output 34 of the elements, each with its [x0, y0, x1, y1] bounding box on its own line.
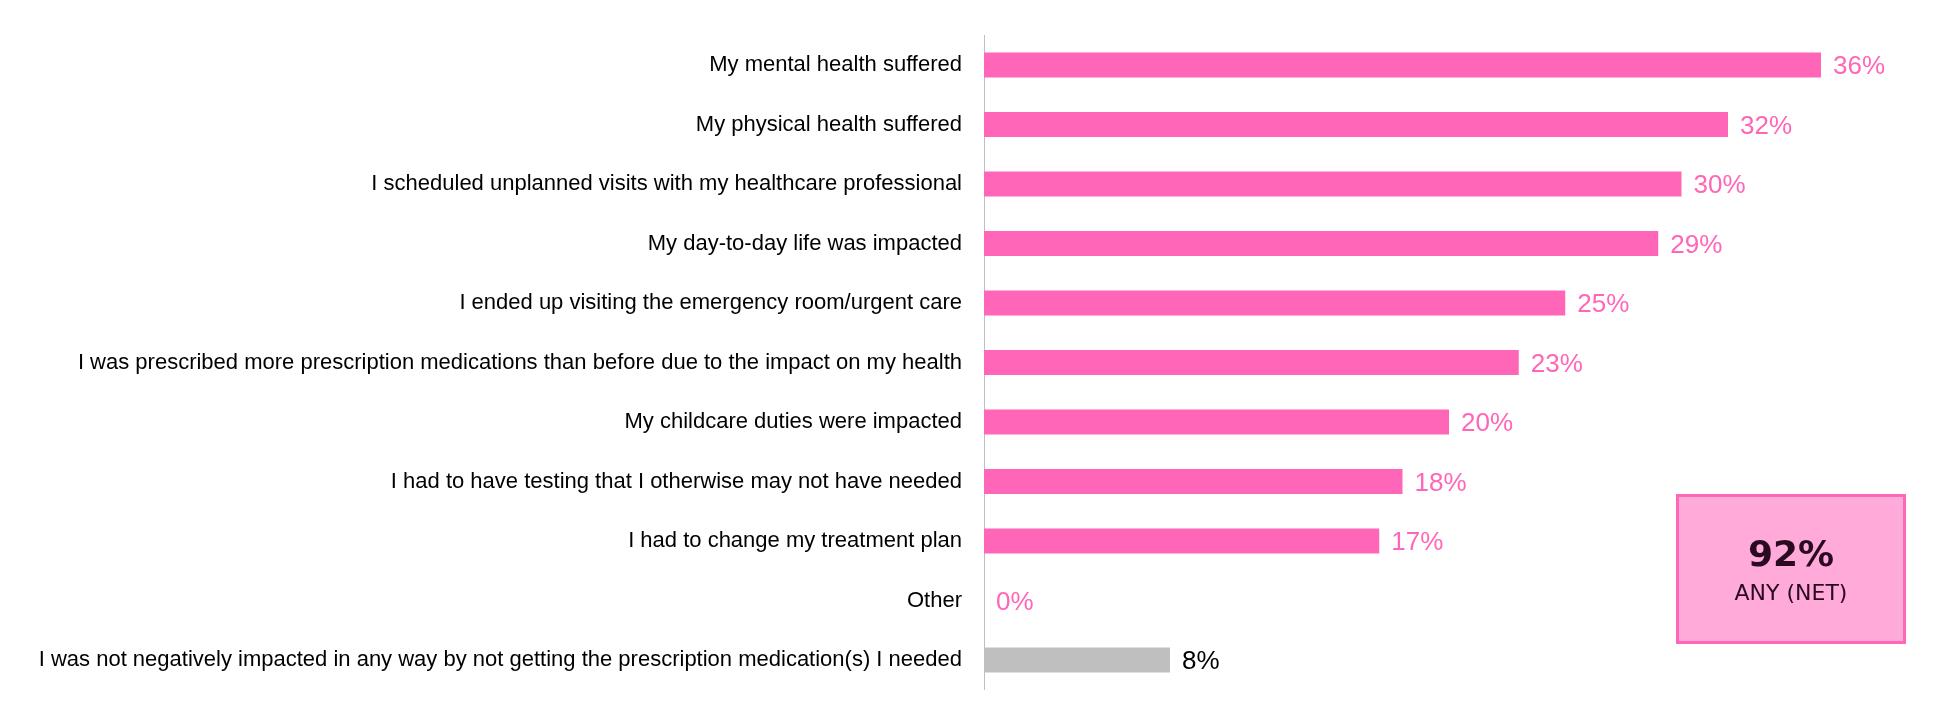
y-tick-label: I ended up visiting the emergency room/urgent care — [459, 289, 962, 315]
data-label: 0% — [996, 585, 1034, 616]
data-label: 23% — [1530, 347, 1583, 378]
data-label: 32% — [1740, 109, 1793, 140]
bar — [984, 171, 1682, 197]
y-tick-label: I had to have testing that I otherwise may not have needed — [390, 467, 962, 493]
y-tick-label: I had to change my treatment plan — [628, 527, 962, 553]
bar — [984, 52, 1821, 78]
y-tick-label: Other — [906, 586, 962, 612]
annotation: 92% — [1747, 533, 1835, 574]
data-label: 36% — [1833, 50, 1886, 81]
bar — [984, 469, 1403, 495]
y-tick-label: I scheduled unplanned visits with my healthcare professional — [371, 170, 962, 196]
y-tick-label: I was not negatively impacted in any way by not getting the prescription medication(s) I needed — [38, 646, 962, 672]
bar — [984, 409, 1449, 435]
data-label: 30% — [1693, 169, 1746, 200]
data-label: 8% — [1182, 645, 1220, 676]
data-label: 18% — [1414, 466, 1467, 497]
bar — [984, 290, 1566, 316]
y-tick-label: My day-to-day life was impacted — [647, 229, 962, 255]
net-total-callout: 92% ANY (NET) — [1676, 494, 1906, 644]
data-label: 20% — [1461, 407, 1514, 438]
data-label: 17% — [1391, 526, 1444, 557]
y-tick-label: My childcare duties were impacted — [624, 408, 962, 434]
annotation: ANY (NET) — [1734, 580, 1848, 605]
y-tick-label: I was prescribed more prescription medications than before due to the impact on my health — [77, 348, 962, 374]
bar — [984, 111, 1728, 137]
y-tick-label: My physical health suffered — [695, 110, 962, 136]
bar — [984, 350, 1519, 375]
bar — [984, 230, 1659, 256]
data-label: 25% — [1577, 288, 1630, 319]
y-tick-label: My mental health suffered — [709, 51, 962, 77]
data-label: 29% — [1670, 228, 1723, 259]
bar — [984, 528, 1380, 554]
